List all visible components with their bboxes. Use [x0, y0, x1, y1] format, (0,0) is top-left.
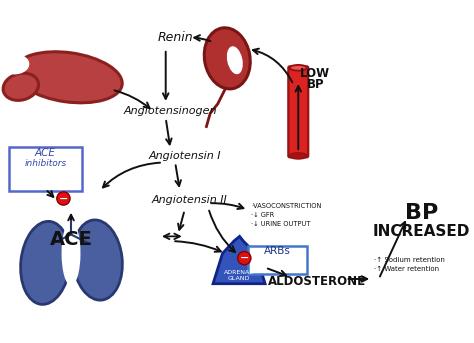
Text: BP: BP: [405, 203, 438, 223]
Text: Renin: Renin: [157, 31, 193, 44]
Text: GLAND: GLAND: [228, 276, 250, 282]
Ellipse shape: [14, 52, 122, 103]
Ellipse shape: [290, 65, 307, 71]
Ellipse shape: [20, 221, 70, 304]
Polygon shape: [213, 236, 265, 284]
Text: ADRENAL: ADRENAL: [224, 270, 254, 275]
Text: ALDOSTERONE: ALDOSTERONE: [268, 275, 366, 288]
Circle shape: [57, 192, 70, 205]
Text: Angiotensin II: Angiotensin II: [152, 196, 227, 205]
Ellipse shape: [0, 54, 29, 74]
Text: ACE: ACE: [35, 148, 56, 158]
Text: Angiotensin I: Angiotensin I: [148, 151, 221, 161]
Text: −: −: [240, 253, 249, 263]
Ellipse shape: [63, 211, 80, 230]
Text: ACE: ACE: [50, 230, 92, 249]
Text: BP: BP: [307, 78, 324, 91]
Text: −: −: [59, 193, 68, 203]
Ellipse shape: [3, 73, 38, 100]
Text: ·↑ Sodium retention
·↑ Water retention: ·↑ Sodium retention ·↑ Water retention: [374, 257, 445, 272]
Ellipse shape: [290, 153, 307, 159]
Text: INCREASED: INCREASED: [373, 224, 470, 239]
Text: Angiotensinogen: Angiotensinogen: [124, 106, 217, 116]
Text: ARBs: ARBs: [264, 246, 291, 256]
FancyBboxPatch shape: [288, 67, 308, 157]
Text: ·VASOCONSTRICTION
·↓ GFR
·↓ URINE OUTPUT: ·VASOCONSTRICTION ·↓ GFR ·↓ URINE OUTPUT: [251, 203, 321, 227]
FancyBboxPatch shape: [248, 246, 307, 274]
FancyBboxPatch shape: [9, 147, 82, 191]
Text: LOW: LOW: [300, 67, 330, 80]
Text: inhibitors: inhibitors: [24, 159, 66, 168]
Ellipse shape: [73, 220, 122, 300]
Ellipse shape: [62, 221, 81, 286]
Ellipse shape: [227, 46, 243, 74]
Circle shape: [237, 251, 251, 265]
Ellipse shape: [204, 28, 250, 89]
